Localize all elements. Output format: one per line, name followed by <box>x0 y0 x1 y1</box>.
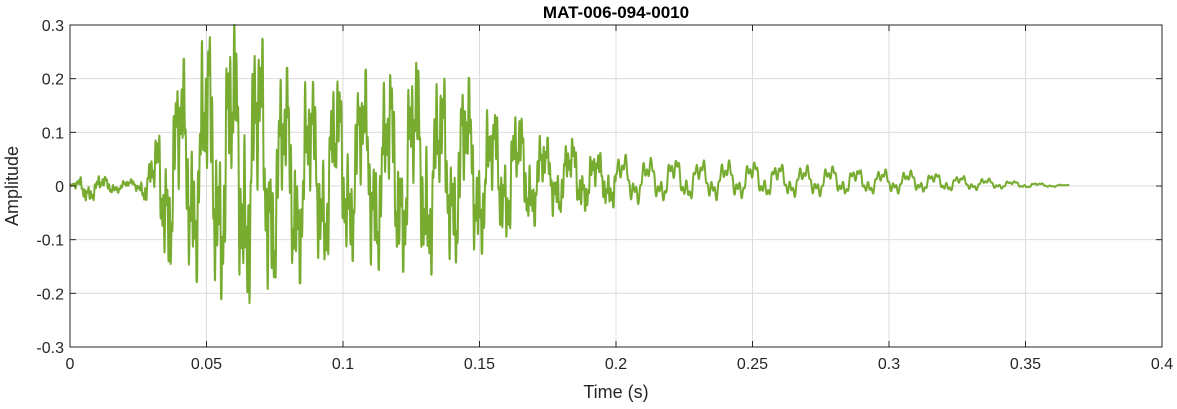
y-tick-label: -0.3 <box>36 340 64 357</box>
y-tick-label: -0.1 <box>36 233 64 250</box>
x-tick-label: 0.3 <box>878 356 900 373</box>
y-tick-label: -0.2 <box>36 286 64 303</box>
x-tick-label: 0.25 <box>737 356 768 373</box>
x-axis-label: Time (s) <box>583 382 648 402</box>
x-tick-label: 0.4 <box>1151 356 1173 373</box>
plot-area <box>69 24 1070 305</box>
x-tick-label: 0.35 <box>1010 356 1041 373</box>
x-tick-label: 0.05 <box>191 356 222 373</box>
x-tick-label: 0.15 <box>464 356 495 373</box>
y-tick-label: 0.3 <box>42 18 64 35</box>
x-tick-label: 0 <box>66 356 75 373</box>
y-tick-label: 0.2 <box>42 72 64 89</box>
series-line <box>69 24 1070 305</box>
y-tick-label: 0 <box>55 179 64 196</box>
chart-title: MAT-006-094-0010 <box>543 3 689 22</box>
x-tick-label: 0.2 <box>605 356 627 373</box>
x-tick-label: 0.1 <box>332 356 354 373</box>
tick-layer: 0 0.05 0.1 0.15 0.2 0.25 0.3 0.35 0.4 -0.3 -0.2 -0.… <box>36 18 1173 373</box>
y-axis-label: Amplitude <box>2 146 22 226</box>
y-tick-label: 0.1 <box>42 125 64 142</box>
